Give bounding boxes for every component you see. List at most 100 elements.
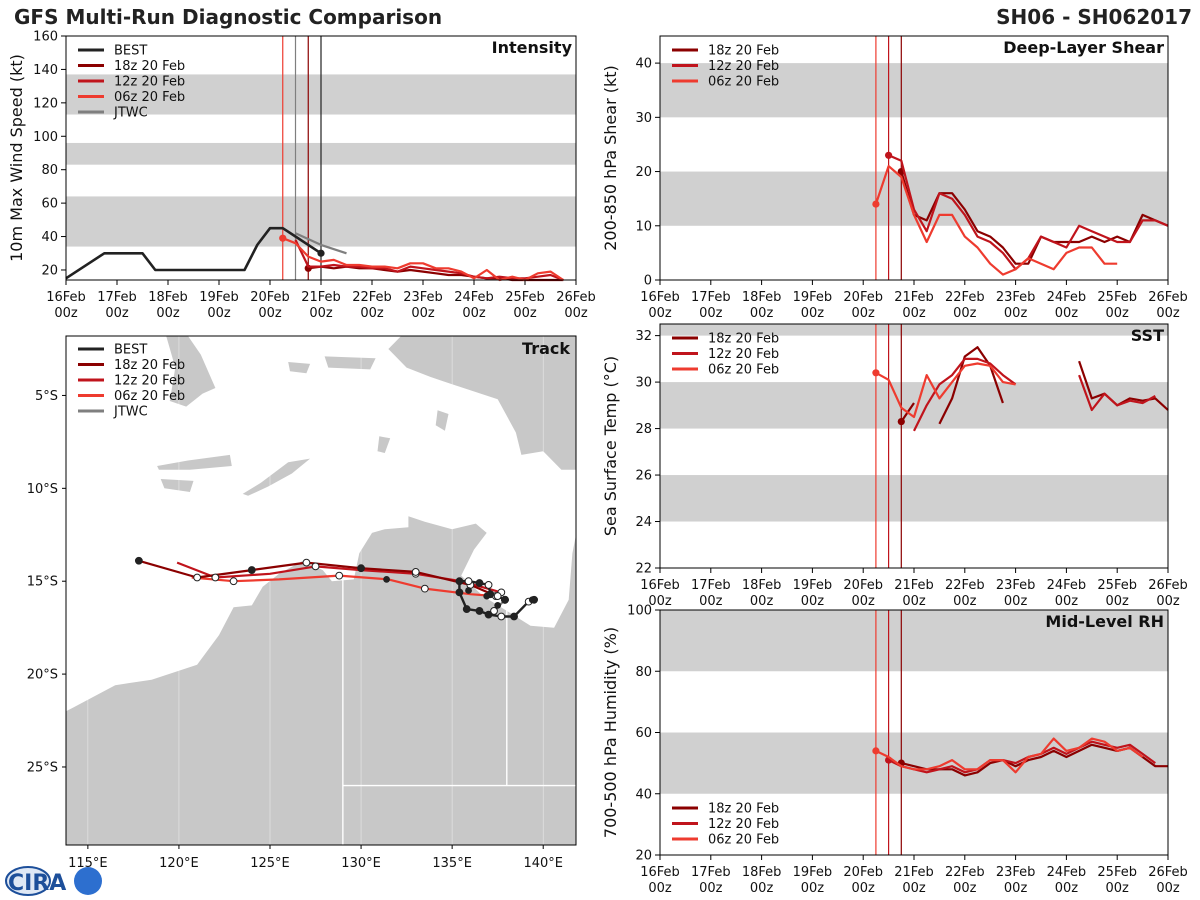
sst-xtick-day: 23Feb xyxy=(996,578,1036,593)
rh-ytick-label: 100 xyxy=(627,604,652,619)
shear-xtick-hour: 00z xyxy=(1156,306,1180,321)
track-point-best xyxy=(475,607,484,615)
intensity-xtick-day: 17Feb xyxy=(97,290,137,305)
sst-xtick-day: 16Feb xyxy=(640,578,680,593)
track-ytick-label: 25°S xyxy=(27,760,58,775)
sst-xtick-day: 24Feb xyxy=(1047,578,1087,593)
track-legend-label: 18z 20 Feb xyxy=(114,358,185,373)
rh-xtick-hour: 00z xyxy=(1106,881,1130,896)
rh-ytick-label: 60 xyxy=(635,726,652,741)
rh-ylabel: 700-500 hPa Humidity (%) xyxy=(601,627,620,838)
shear-xtick-day: 20Feb xyxy=(843,290,883,305)
shear-xtick-day: 26Feb xyxy=(1148,290,1188,305)
intensity-ytick-label: 60 xyxy=(41,197,58,212)
rh-panel: 2040608010016Feb00z17Feb00z18Feb00z19Feb… xyxy=(601,604,1188,897)
shear-legend-label: 12z 20 Feb xyxy=(708,59,779,74)
rh-xtick-hour: 00z xyxy=(852,881,876,896)
rh-xtick-day: 16Feb xyxy=(640,865,680,880)
intensity-xtick-day: 22Feb xyxy=(352,290,392,305)
shear-xtick-hour: 00z xyxy=(902,306,926,321)
intensity-legend-label: 12z 20 Feb xyxy=(114,75,185,90)
track-point-r18 xyxy=(247,566,256,574)
track-xtick-label: 135°E xyxy=(432,856,472,871)
sst-xtick-day: 18Feb xyxy=(742,578,782,593)
rh-xtick-day: 18Feb xyxy=(742,865,782,880)
track-point-best xyxy=(493,592,502,600)
shear-ytick-label: 20 xyxy=(635,165,652,180)
track-point-r12 xyxy=(311,562,320,571)
rh-xtick-hour: 00z xyxy=(902,881,926,896)
cira-logo: CIRA xyxy=(5,866,102,896)
sst-xtick-hour: 00z xyxy=(801,594,825,609)
shear-ytick-label: 10 xyxy=(635,219,652,234)
shear-xtick-hour: 00z xyxy=(750,306,774,321)
intensity-xtick-hour: 00z xyxy=(258,306,282,321)
intensity-title: Intensity xyxy=(492,38,573,57)
rh-marker-r06 xyxy=(872,747,880,755)
shear-xtick-day: 23Feb xyxy=(996,290,1036,305)
sst-ytick-label: 32 xyxy=(635,329,652,344)
track-point-best xyxy=(501,595,509,604)
rh-xtick-day: 21Feb xyxy=(894,865,934,880)
rh-xtick-day: 19Feb xyxy=(793,865,833,880)
sst-xtick-day: 25Feb xyxy=(1097,578,1137,593)
track-xtick-label: 125°E xyxy=(250,856,290,871)
sst-xtick-day: 22Feb xyxy=(945,578,985,593)
intensity-ytick-label: 100 xyxy=(33,130,58,145)
shear-band xyxy=(660,171,1168,226)
rh-xtick-day: 26Feb xyxy=(1148,865,1188,880)
track-xtick-label: 115°E xyxy=(68,856,108,871)
shear-xtick-hour: 00z xyxy=(1106,306,1130,321)
track-point-best xyxy=(464,577,473,586)
intensity-legend-label: BEST xyxy=(114,44,147,59)
track-point-best xyxy=(483,592,491,600)
intensity-ytick-label: 40 xyxy=(41,230,58,245)
track-xtick-label: 130°E xyxy=(341,856,381,871)
sst-xtick-day: 20Feb xyxy=(843,578,883,593)
shear-marker-r12 xyxy=(885,151,893,159)
track-xtick-label: 120°E xyxy=(159,856,199,871)
shear-xtick-day: 18Feb xyxy=(742,290,782,305)
sst-xtick-hour: 00z xyxy=(1004,594,1028,609)
australia-landmass xyxy=(66,516,576,845)
track-legend-label: BEST xyxy=(114,343,147,358)
rh-xtick-hour: 00z xyxy=(699,881,723,896)
intensity-xtick-day: 24Feb xyxy=(454,290,494,305)
timor-island xyxy=(242,458,311,496)
new-guinea-landmass xyxy=(388,336,576,470)
sst-panel: 22242628303216Feb00z17Feb00z18Feb00z19Fe… xyxy=(601,323,1188,609)
shear-marker-r06 xyxy=(872,200,880,208)
track-point-r18 xyxy=(411,568,420,576)
sst-xtick-hour: 00z xyxy=(1156,594,1180,609)
track-point-jtwc xyxy=(490,607,498,615)
track-point-r18 xyxy=(193,573,202,582)
rh-xtick-day: 22Feb xyxy=(945,865,985,880)
rh-title: Mid-Level RH xyxy=(1045,612,1164,631)
intensity-xtick-hour: 00z xyxy=(309,306,333,321)
intensity-xtick-hour: 00z xyxy=(564,306,588,321)
intensity-marker-best xyxy=(317,249,325,257)
sst-ytick-label: 28 xyxy=(635,422,652,437)
track-point-best xyxy=(465,587,472,594)
shear-xtick-day: 16Feb xyxy=(640,290,680,305)
track-point-r18 xyxy=(302,558,311,567)
sst-band xyxy=(660,475,1168,522)
sst-legend-label: 18z 20 Feb xyxy=(708,332,779,347)
intensity-series-r06 xyxy=(282,237,564,282)
intensity-ytick-label: 80 xyxy=(41,163,58,178)
nusa-tenggara-islands xyxy=(157,454,232,470)
sst-xtick-hour: 00z xyxy=(699,594,723,609)
intensity-xtick-day: 26Feb xyxy=(556,290,596,305)
shear-xtick-day: 22Feb xyxy=(945,290,985,305)
track-point-r18 xyxy=(134,556,143,565)
tanimbar-island xyxy=(377,436,391,453)
intensity-ytick-label: 120 xyxy=(33,96,58,111)
rh-ytick-label: 20 xyxy=(635,849,652,864)
sst-marker-r18 xyxy=(897,418,905,426)
sst-ytick-label: 22 xyxy=(635,562,652,577)
track-point-best xyxy=(494,601,502,609)
track-point-best xyxy=(528,596,536,604)
track-xtick-label: 140°E xyxy=(523,856,563,871)
rh-xtick-day: 20Feb xyxy=(843,865,883,880)
figure-title: GFS Multi-Run Diagnostic Comparison xyxy=(14,5,442,29)
